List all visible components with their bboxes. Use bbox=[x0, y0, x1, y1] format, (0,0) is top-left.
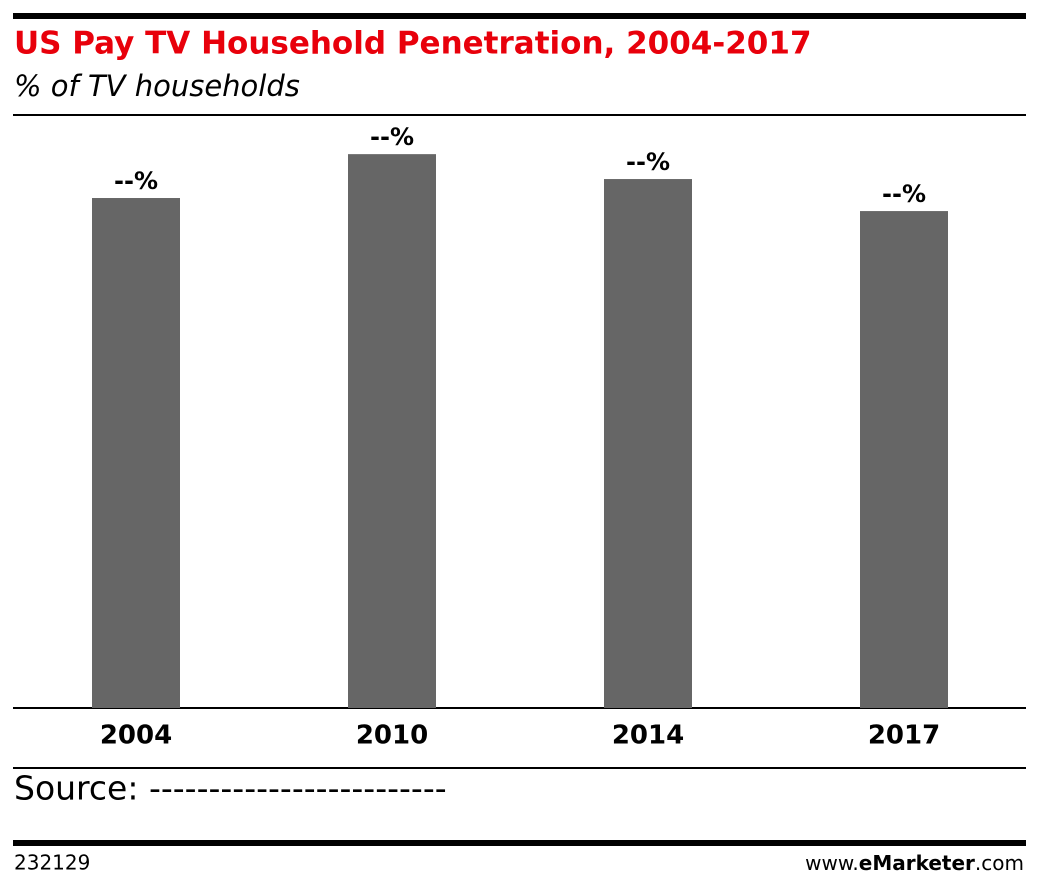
chart-title: US Pay TV Household Penetration, 2004-20… bbox=[14, 26, 812, 62]
bar bbox=[348, 154, 436, 708]
baseline bbox=[13, 707, 1026, 709]
x-tick-label: 2004 bbox=[100, 721, 172, 751]
chart-id: 232129 bbox=[14, 851, 90, 875]
value-label: --% bbox=[370, 123, 414, 151]
x-tick-label: 2010 bbox=[356, 721, 428, 751]
credit-part: .com bbox=[975, 851, 1024, 875]
chart-subtitle: % of TV households bbox=[14, 69, 300, 103]
source-rule bbox=[13, 767, 1026, 769]
bar bbox=[92, 198, 180, 708]
header-rule bbox=[13, 114, 1026, 116]
credit-part: eMarketer bbox=[859, 851, 975, 875]
value-label: --% bbox=[626, 148, 670, 176]
x-tick-label: 2014 bbox=[612, 721, 684, 751]
credit: www.eMarketer.com bbox=[805, 851, 1024, 875]
value-label: --% bbox=[114, 167, 158, 195]
bar bbox=[860, 211, 948, 709]
bar bbox=[604, 179, 692, 708]
credit-part: www. bbox=[805, 851, 859, 875]
x-tick-label: 2017 bbox=[868, 721, 940, 751]
source: Source: ------------------------- bbox=[14, 769, 447, 808]
top-rule bbox=[13, 13, 1026, 19]
footer-rule bbox=[13, 840, 1026, 846]
value-label: --% bbox=[882, 180, 926, 208]
